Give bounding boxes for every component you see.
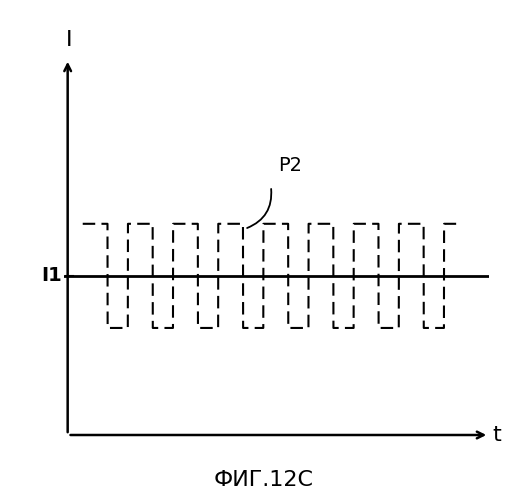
Text: I1: I1 (41, 266, 62, 285)
Text: t: t (493, 425, 502, 445)
Text: ФИГ.12С: ФИГ.12С (213, 470, 314, 490)
Text: I: I (66, 30, 73, 50)
Text: P2: P2 (278, 156, 302, 176)
